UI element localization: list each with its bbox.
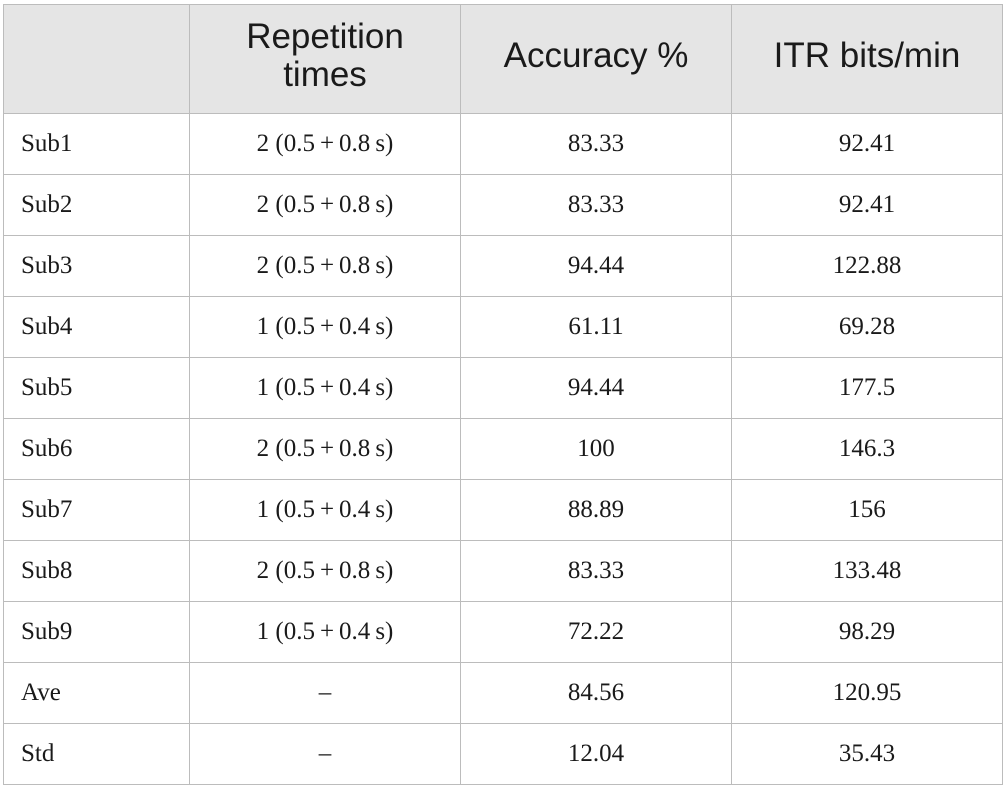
itr-cell: 92.41 xyxy=(731,113,1003,175)
repetition-cell: 1 (0.5 + 0.4 s) xyxy=(189,296,461,358)
row-label-cell: Sub9 xyxy=(3,601,190,663)
itr-cell: 69.28 xyxy=(731,296,1003,358)
row-label-cell: Sub5 xyxy=(3,357,190,419)
accuracy-cell: 100 xyxy=(460,418,732,480)
header-cell-accuracy: Accuracy % xyxy=(460,4,732,114)
header-cell-itr: ITR bits/min xyxy=(731,4,1003,114)
accuracy-cell: 12.04 xyxy=(460,723,732,785)
itr-cell: 156 xyxy=(731,479,1003,541)
repetition-cell: 2 (0.5 + 0.8 s) xyxy=(189,235,461,297)
row-label-cell: Sub6 xyxy=(3,418,190,480)
results-table: Repetition times Accuracy % ITR bits/min… xyxy=(3,4,1003,785)
row-label-cell: Sub4 xyxy=(3,296,190,358)
repetition-cell: – xyxy=(189,662,461,724)
accuracy-cell: 94.44 xyxy=(460,357,732,419)
table-row: Sub6 2 (0.5 + 0.8 s) 100 146.3 xyxy=(3,418,1003,480)
row-label-cell: Sub7 xyxy=(3,479,190,541)
table-row: Sub4 1 (0.5 + 0.4 s) 61.11 69.28 xyxy=(3,296,1003,358)
table-header: Repetition times Accuracy % ITR bits/min xyxy=(3,4,1003,114)
repetition-cell: 1 (0.5 + 0.4 s) xyxy=(189,601,461,663)
row-label-cell: Sub3 xyxy=(3,235,190,297)
table-row: Sub7 1 (0.5 + 0.4 s) 88.89 156 xyxy=(3,479,1003,541)
repetition-cell: 2 (0.5 + 0.8 s) xyxy=(189,113,461,175)
header-cell-repetition: Repetition times xyxy=(189,4,461,114)
table-row: Sub3 2 (0.5 + 0.8 s) 94.44 122.88 xyxy=(3,235,1003,297)
table-row: Sub2 2 (0.5 + 0.8 s) 83.33 92.41 xyxy=(3,174,1003,236)
itr-cell: 122.88 xyxy=(731,235,1003,297)
repetition-cell: 2 (0.5 + 0.8 s) xyxy=(189,174,461,236)
repetition-cell: – xyxy=(189,723,461,785)
row-label-cell: Sub8 xyxy=(3,540,190,602)
table-row: Sub1 2 (0.5 + 0.8 s) 83.33 92.41 xyxy=(3,113,1003,175)
itr-cell: 146.3 xyxy=(731,418,1003,480)
accuracy-cell: 72.22 xyxy=(460,601,732,663)
accuracy-cell: 83.33 xyxy=(460,113,732,175)
row-label-cell: Sub2 xyxy=(3,174,190,236)
itr-cell: 133.48 xyxy=(731,540,1003,602)
repetition-cell: 2 (0.5 + 0.8 s) xyxy=(189,540,461,602)
itr-cell: 120.95 xyxy=(731,662,1003,724)
header-cell-row-label xyxy=(3,4,190,114)
table-row: Sub5 1 (0.5 + 0.4 s) 94.44 177.5 xyxy=(3,357,1003,419)
accuracy-cell: 83.33 xyxy=(460,540,732,602)
itr-cell: 177.5 xyxy=(731,357,1003,419)
itr-cell: 92.41 xyxy=(731,174,1003,236)
accuracy-cell: 83.33 xyxy=(460,174,732,236)
header-row: Repetition times Accuracy % ITR bits/min xyxy=(3,4,1003,114)
accuracy-cell: 61.11 xyxy=(460,296,732,358)
repetition-cell: 1 (0.5 + 0.4 s) xyxy=(189,479,461,541)
table-row: Sub8 2 (0.5 + 0.8 s) 83.33 133.48 xyxy=(3,540,1003,602)
accuracy-cell: 84.56 xyxy=(460,662,732,724)
row-label-cell: Sub1 xyxy=(3,113,190,175)
repetition-cell: 1 (0.5 + 0.4 s) xyxy=(189,357,461,419)
itr-cell: 98.29 xyxy=(731,601,1003,663)
table-row: Std – 12.04 35.43 xyxy=(3,723,1003,785)
table-row: Ave – 84.56 120.95 xyxy=(3,662,1003,724)
table-body: Sub1 2 (0.5 + 0.8 s) 83.33 92.41 Sub2 2 … xyxy=(3,113,1003,785)
accuracy-cell: 88.89 xyxy=(460,479,732,541)
itr-cell: 35.43 xyxy=(731,723,1003,785)
table-row: Sub9 1 (0.5 + 0.4 s) 72.22 98.29 xyxy=(3,601,1003,663)
accuracy-cell: 94.44 xyxy=(460,235,732,297)
row-label-cell: Std xyxy=(3,723,190,785)
row-label-cell: Ave xyxy=(3,662,190,724)
repetition-cell: 2 (0.5 + 0.8 s) xyxy=(189,418,461,480)
